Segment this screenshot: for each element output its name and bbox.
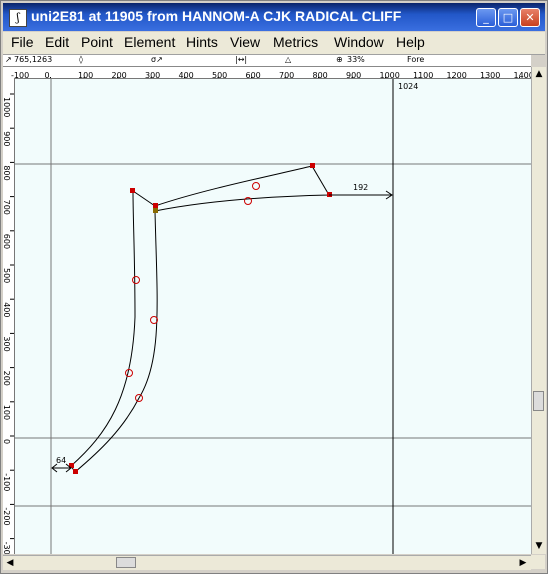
scroll-down-icon[interactable]: ▼ <box>535 541 543 551</box>
ruler-tick-label: 600 <box>3 234 11 249</box>
point[interactable] <box>153 208 158 213</box>
minimize-button[interactable]: _ <box>476 8 496 27</box>
close-button[interactable]: ✕ <box>520 8 540 27</box>
scroll-left-icon[interactable]: ◀ <box>6 558 14 568</box>
menu-view[interactable]: View <box>230 34 261 50</box>
ruler-tick-label: 1300 <box>480 71 500 79</box>
menu-hints[interactable]: Hints <box>186 34 218 50</box>
ruler-tick-label: -100 <box>11 71 29 79</box>
point[interactable] <box>310 163 315 168</box>
right-bearing-arrow-icon <box>385 190 393 200</box>
ruler-tick-label: 800 <box>3 165 11 180</box>
width-icon: |↔| <box>235 55 248 64</box>
ruler-tick-label: 1000 <box>3 97 11 117</box>
ruler-tick-label: 1200 <box>447 71 467 79</box>
menu-help[interactable]: Help <box>396 34 425 50</box>
vertical-scrollbar[interactable]: ▲ ▼ <box>531 67 546 554</box>
glyph-outline[interactable] <box>70 165 330 473</box>
ruler-tick-label: 0 <box>3 439 11 444</box>
ruler-tick-label: 500 <box>212 71 227 79</box>
point[interactable] <box>69 463 74 468</box>
ruler-tick-label: 1000 <box>380 71 400 79</box>
menu-point[interactable]: Point <box>81 34 113 50</box>
curve-point[interactable] <box>150 316 158 324</box>
info-bar: ↗ 765,1263 ◊ σ↗ |↔| △ ⊕ 33% Fore <box>3 55 531 67</box>
left-bearing-label: 64 <box>56 456 66 465</box>
ruler-tick-label: 300 <box>145 71 160 79</box>
ruler-tick-label: -100 <box>3 473 11 491</box>
resize-grip-icon[interactable] <box>531 555 545 569</box>
zoom-icon: ⊕ <box>336 55 343 64</box>
horizontal-ruler: -100 0 100 200 300 400 500 600 700 800 900 1000 1100… <box>3 67 531 79</box>
ruler-tick-label: 300 <box>3 336 11 351</box>
curve-point[interactable] <box>135 394 143 402</box>
ruler-tick-label: 700 <box>3 200 11 215</box>
ruler-tick-label: 900 <box>346 71 361 79</box>
left-bearing-arrow-right-icon <box>65 463 72 473</box>
menu-bar: File Edit Point Element Hints View Metri… <box>3 32 545 55</box>
app-icon: ʃ <box>9 9 27 27</box>
horizontal-scrollbar[interactable]: ◀ ▶ <box>3 555 531 570</box>
point[interactable] <box>73 469 78 474</box>
menu-file[interactable]: File <box>11 34 34 50</box>
curve-point[interactable] <box>252 182 260 190</box>
advance-width-label: 1024 <box>398 82 418 91</box>
zoom-level: 33% <box>347 55 365 64</box>
maximize-button[interactable]: □ <box>498 8 518 27</box>
ruler-tick-label: 200 <box>112 71 127 79</box>
menu-edit[interactable]: Edit <box>45 34 70 50</box>
scroll-right-icon[interactable]: ▶ <box>519 558 527 568</box>
ruler-tick-label: 400 <box>3 302 11 317</box>
ruler-tick-label: 100 <box>3 405 11 420</box>
ruler-tick-label: 1100 <box>413 71 433 79</box>
point[interactable] <box>153 203 158 208</box>
cursor-coordinates: 765,1263 <box>14 55 53 64</box>
curve-point[interactable] <box>125 369 133 377</box>
glyph-canvas[interactable]: 1024 192 64 <box>15 79 531 554</box>
ruler-tick-label: 900 <box>3 131 11 146</box>
ruler-tick-label: 400 <box>179 71 194 79</box>
window-title: uni2E81 at 11905 from HANNOM-A CJK RADIC… <box>31 8 402 24</box>
ruler-tick-label: -300 <box>3 542 11 554</box>
vertical-scroll-thumb[interactable] <box>533 391 544 411</box>
ruler-tick-label: 200 <box>3 371 11 386</box>
ruler-tick-label: 0 <box>45 71 50 79</box>
scroll-up-icon[interactable]: ▲ <box>535 69 543 79</box>
right-bearing-label: 192 <box>353 183 368 192</box>
ruler-tick-label: 800 <box>313 71 328 79</box>
horizontal-scroll-thumb[interactable] <box>116 557 136 568</box>
active-layer: Fore <box>407 55 425 64</box>
angle-icon: △ <box>285 55 292 64</box>
left-bearing-arrow-left-icon <box>51 463 58 473</box>
pointer-icon: ↗ <box>5 55 12 64</box>
ruler-tick-label: 700 <box>279 71 294 79</box>
menu-window[interactable]: Window <box>334 34 384 50</box>
title-bar[interactable]: ʃ uni2E81 at 11905 from HANNOM-A CJK RAD… <box>3 3 545 31</box>
vertical-ruler: 10009008007006005004003002001000-100-200… <box>3 78 15 554</box>
ruler-tick-label: 100 <box>78 71 93 79</box>
distance-icon: σ↗ <box>151 55 163 64</box>
ruler-tick-label: 500 <box>3 268 11 283</box>
point-type-icon: ◊ <box>79 55 83 64</box>
ruler-tick-label: -200 <box>3 507 11 525</box>
ruler-tick-label: 1400 <box>514 71 532 79</box>
point[interactable] <box>130 188 135 193</box>
menu-element[interactable]: Element <box>124 34 176 50</box>
curve-point[interactable] <box>132 276 140 284</box>
curve-point[interactable] <box>244 197 252 205</box>
ruler-tick-label: 600 <box>246 71 261 79</box>
menu-metrics[interactable]: Metrics <box>273 34 319 50</box>
